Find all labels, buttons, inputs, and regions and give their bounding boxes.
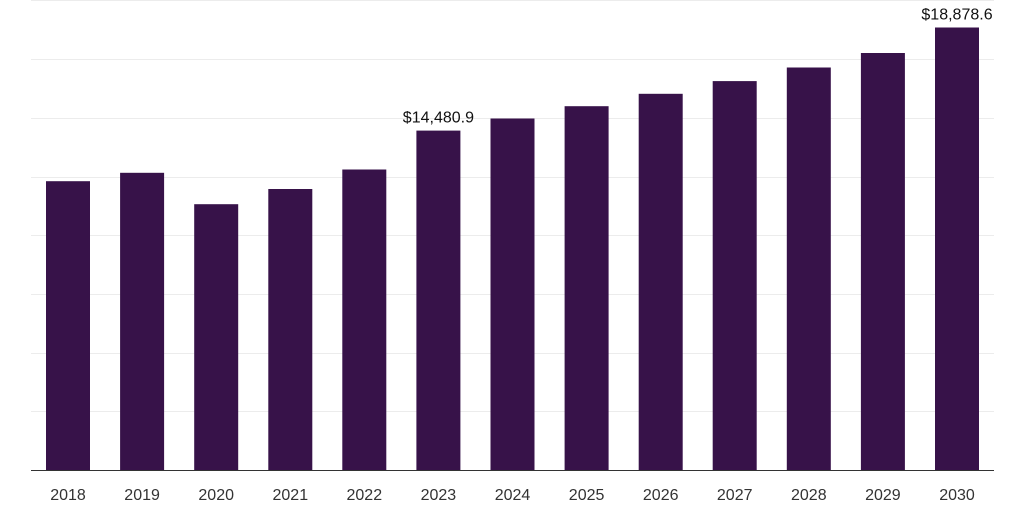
x-tick-label-2022: 2022	[347, 487, 383, 504]
bar-2029	[860, 53, 905, 470]
bar-2021	[268, 189, 313, 470]
bar-2020	[194, 204, 239, 470]
x-tick-label-2029: 2029	[865, 487, 901, 504]
bar-2028	[786, 67, 831, 470]
x-tick-label-2030: 2030	[939, 487, 975, 504]
bar-2027	[712, 81, 757, 470]
bar-2030	[935, 27, 979, 470]
x-tick-label-2023: 2023	[421, 487, 457, 504]
x-tick-label-2025: 2025	[569, 487, 605, 504]
bar-2023	[416, 130, 461, 470]
data-label-2023: $14,480.9	[403, 110, 474, 127]
bars	[46, 27, 979, 471]
x-tick-label-2028: 2028	[791, 487, 827, 504]
x-tick-label-2024: 2024	[495, 487, 531, 504]
x-tick-label-2026: 2026	[643, 487, 679, 504]
bar-2024	[490, 118, 535, 470]
x-tick-labels: 2018 2019 2020 2021 2022 2023 2024 2025 2026 2027…	[50, 487, 975, 504]
bar-2018	[46, 181, 90, 470]
x-tick-label-2018: 2018	[50, 487, 86, 504]
bar-2022	[342, 169, 387, 470]
bar-2026	[638, 93, 683, 471]
x-tick-label-2021: 2021	[273, 487, 309, 504]
data-labels: $14,480.9 $18,878.6	[403, 7, 993, 127]
bar-2019	[120, 172, 165, 471]
data-label-2030: $18,878.6	[921, 7, 992, 24]
x-tick-label-2019: 2019	[124, 487, 160, 504]
bar-2025	[564, 106, 609, 470]
x-tick-label-2027: 2027	[717, 487, 753, 504]
x-tick-label-2020: 2020	[198, 487, 234, 504]
